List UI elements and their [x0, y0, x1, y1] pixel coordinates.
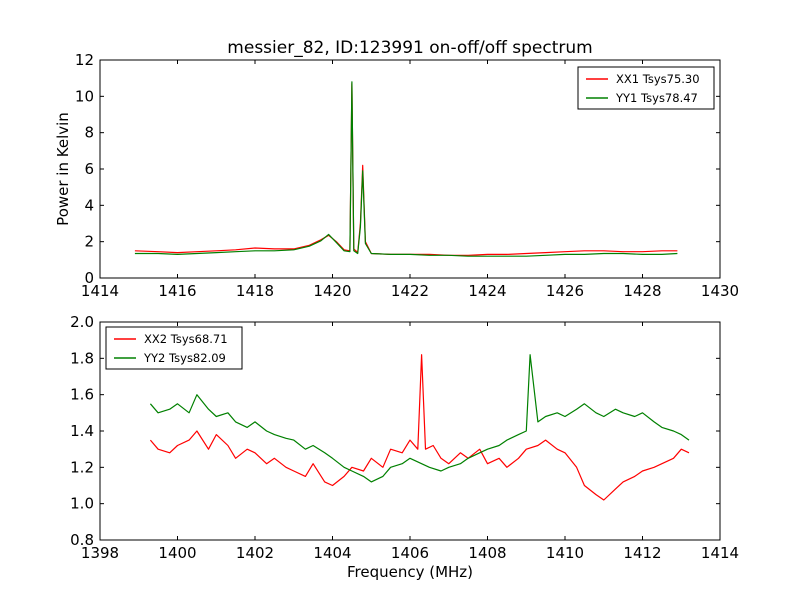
x-tick-label: 1420 — [313, 282, 351, 300]
series-line-yy — [149, 354, 690, 483]
x-tick-label: 1422 — [391, 282, 429, 300]
x-tick-label: 1428 — [623, 282, 661, 300]
y-tick-label: 4 — [84, 196, 94, 214]
top-spectrum-panel: 1414 1416 1418 1420 1422 1424 1426 1428 1430 0 2 4 6… — [54, 51, 739, 300]
x-tick-label: 1406 — [391, 544, 429, 562]
legend-label: YY2 Tsys82.09 — [143, 351, 226, 365]
legend-box — [577, 66, 715, 110]
y-tick-label: 1.6 — [70, 386, 94, 404]
y-axis-label: Power in Kelvin — [54, 112, 72, 226]
x-tick-label: 1430 — [701, 282, 739, 300]
legend: XX2 Tsys68.71 YY2 Tsys82.09 — [105, 326, 243, 370]
x-tick-label: 1424 — [468, 282, 506, 300]
y-tick-label: 10 — [75, 87, 94, 105]
y-tick-label: 12 — [75, 51, 94, 69]
series-line-xx — [149, 354, 690, 501]
y-tick-label: 0.8 — [70, 531, 94, 549]
x-tick-label: 1408 — [468, 544, 506, 562]
legend-label: YY1 Tsys78.47 — [615, 91, 698, 105]
y-tick-label: 2 — [84, 233, 94, 251]
x-tick-label: 1414 — [81, 282, 119, 300]
legend: XX1 Tsys75.30 YY1 Tsys78.47 — [577, 66, 715, 110]
x-tick-label: 1404 — [313, 544, 351, 562]
y-tick-label: 2.0 — [70, 313, 94, 331]
x-tick-label: 1410 — [546, 544, 584, 562]
x-tick-label: 1426 — [546, 282, 584, 300]
x-tick-label: 1400 — [158, 544, 196, 562]
series-line-yy — [134, 81, 678, 257]
figure-title: messier_82, ID:123991 on-off/off spectru… — [227, 38, 592, 58]
y-tick-label: 1.4 — [70, 422, 94, 440]
legend-box — [105, 326, 243, 370]
x-tick-label: 1398 — [81, 544, 119, 562]
x-tick-label: 1416 — [158, 282, 196, 300]
x-tick-label: 1402 — [236, 544, 274, 562]
x-tick-label: 1418 — [236, 282, 274, 300]
y-tick-label: 6 — [84, 160, 94, 178]
x-tick-label: 1414 — [701, 544, 739, 562]
y-tick-label: 8 — [84, 124, 94, 142]
y-tick-label: 1.0 — [70, 495, 94, 513]
x-axis-label: Frequency (MHz) — [347, 563, 473, 581]
y-tick-label: 0 — [84, 269, 94, 287]
bottom-spectrum-panel: 1398 1400 1402 1404 1406 1408 1410 1412 1414 0.8 1… — [70, 313, 739, 581]
legend-label: XX1 Tsys75.30 — [616, 72, 700, 86]
x-tick-label: 1412 — [623, 544, 661, 562]
legend-label: XX2 Tsys68.71 — [144, 332, 228, 346]
y-tick-label: 1.8 — [70, 349, 94, 367]
y-tick-label: 1.2 — [70, 458, 94, 476]
